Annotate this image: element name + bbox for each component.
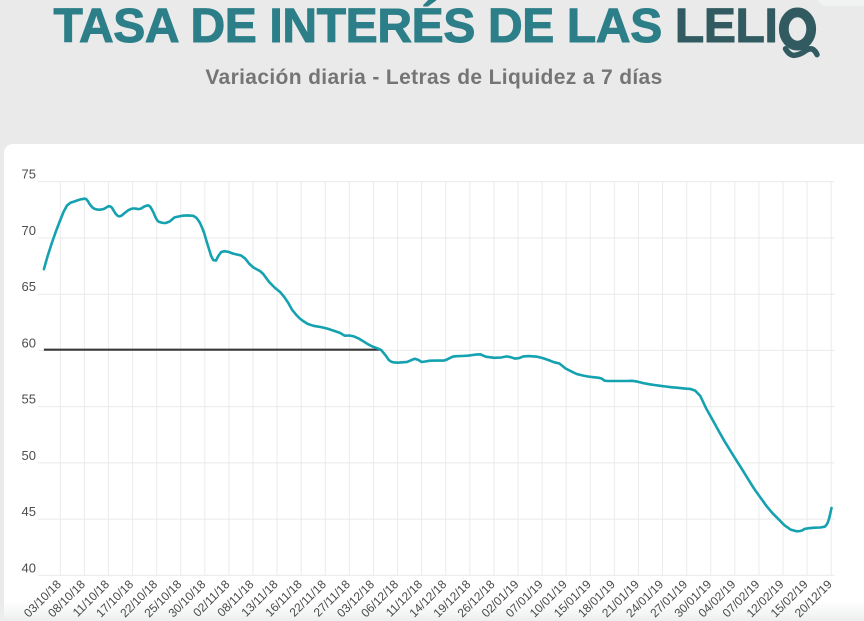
svg-text:70: 70 xyxy=(22,223,36,238)
svg-text:40: 40 xyxy=(22,560,36,575)
svg-text:60: 60 xyxy=(22,335,36,350)
svg-text:55: 55 xyxy=(22,392,36,407)
svg-text:50: 50 xyxy=(22,448,36,463)
svg-text:45: 45 xyxy=(22,504,36,519)
svg-text:65: 65 xyxy=(22,279,36,294)
svg-text:75: 75 xyxy=(22,167,36,182)
